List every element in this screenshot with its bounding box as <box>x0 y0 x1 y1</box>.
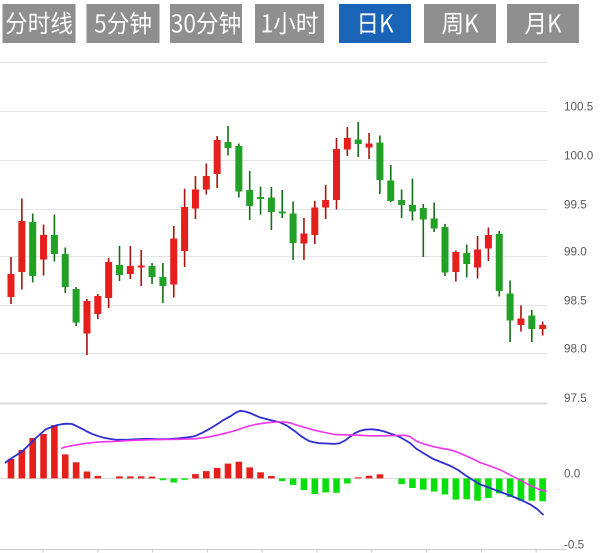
svg-text:100.0: 100.0 <box>564 150 594 163</box>
svg-text:-0.5: -0.5 <box>564 539 585 552</box>
svg-text:98.0: 98.0 <box>564 343 587 356</box>
svg-text:98.5: 98.5 <box>564 295 587 308</box>
svg-text:99.0: 99.0 <box>564 246 587 259</box>
svg-text:100.5: 100.5 <box>564 101 594 114</box>
svg-text:0.0: 0.0 <box>564 468 581 481</box>
svg-text:97.5: 97.5 <box>564 392 587 405</box>
svg-text:99.5: 99.5 <box>564 199 587 212</box>
